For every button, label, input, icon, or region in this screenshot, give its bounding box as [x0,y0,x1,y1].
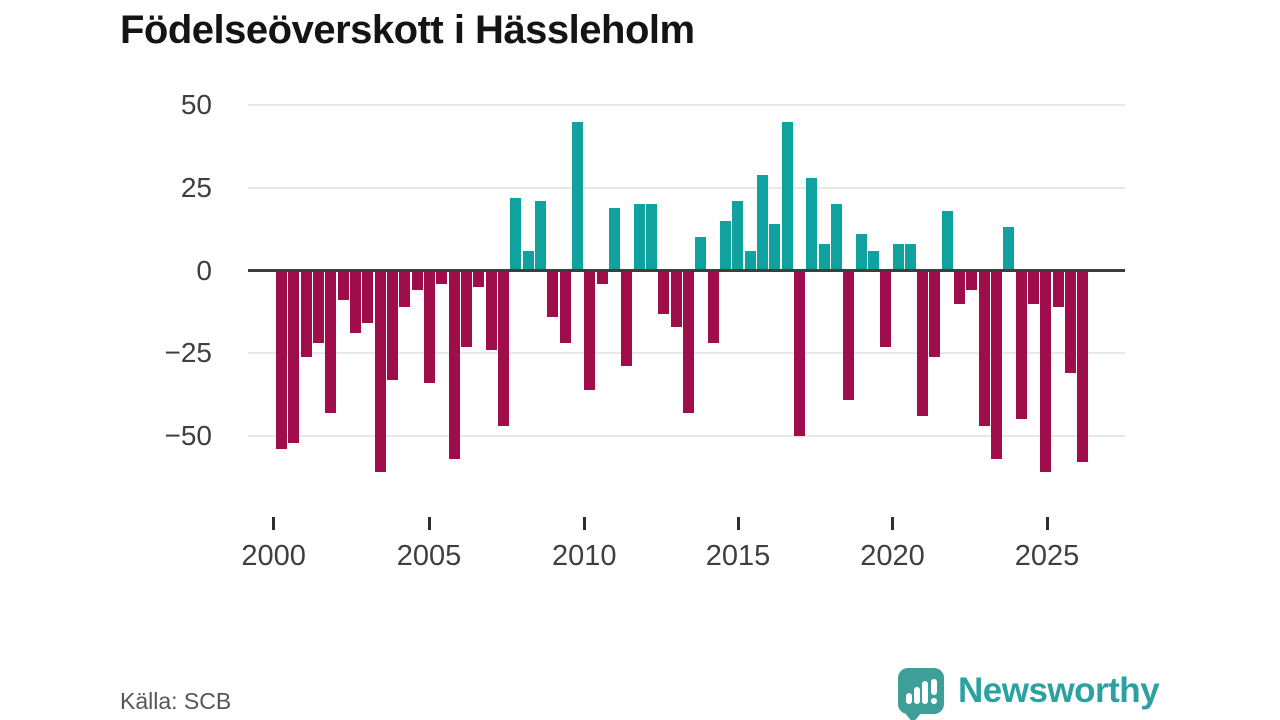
y-axis-tick-label: −25 [164,337,213,369]
bar [399,270,411,307]
bar [349,270,361,334]
bar [300,270,312,357]
bar [596,270,608,284]
bar [756,174,768,271]
brand-wordmark: Newsworthy [958,671,1160,710]
x-axis-tick-mark [1045,517,1049,530]
bar [522,250,534,271]
bar [621,270,633,367]
x-axis-tick-label: 2015 [705,540,771,572]
y-axis-tick-label: −50 [164,420,213,451]
bar [793,270,805,436]
bar [1065,270,1077,374]
x-axis-tick-mark [427,517,431,530]
bar [423,270,435,384]
x-axis-tick-mark [736,517,740,530]
bar [448,270,460,460]
x-axis-tick-label: 2020 [860,540,925,572]
bar [682,270,694,413]
bar [374,270,386,473]
bar [658,270,670,314]
bar [436,270,448,284]
bar [867,250,879,271]
bar [954,270,966,304]
bar [1077,270,1089,463]
zero-axis-line [248,269,1125,272]
bar [1015,270,1027,420]
bar [880,270,892,347]
bar [855,234,867,271]
bar [1028,270,1040,304]
y-axis-tick-label: 0 [196,254,212,286]
bar [547,270,559,317]
bar [633,204,645,271]
bar [497,270,509,427]
gridline [248,186,1125,189]
bar [941,210,953,271]
bar [892,244,904,271]
bar [460,270,472,347]
bar [670,270,682,327]
bar [312,270,324,344]
bar [830,204,842,271]
bar [1040,270,1052,473]
bar [325,270,337,413]
bar [571,121,583,271]
bar [645,204,657,271]
bar [276,270,287,450]
x-axis-tick-label: 2025 [1014,540,1080,572]
y-axis-tick-label: 25 [180,171,212,203]
bar [818,244,830,271]
x-axis-tick-mark [891,517,894,530]
bar [386,270,398,380]
bar [843,270,855,400]
bar [904,244,916,271]
bar [559,270,571,344]
bar [966,270,978,291]
x-axis-tick-mark [582,517,586,530]
bar [917,270,929,417]
bar [769,224,781,271]
bar [485,270,497,350]
gridline [248,104,1125,106]
gridline [248,435,1125,437]
bar [584,270,596,390]
bar [991,270,1003,460]
bar [411,270,423,291]
bar [806,177,818,271]
bar [510,197,522,271]
bar [732,200,744,271]
bar [719,220,731,271]
bar [337,270,349,301]
bar [534,200,546,271]
bar [695,237,707,271]
bar [707,270,719,344]
bar [1052,270,1064,307]
x-axis-tick-mark [272,517,276,530]
x-axis-tick-label: 2005 [396,540,462,572]
bar [781,121,793,271]
bar [362,270,374,324]
bar [929,270,941,357]
x-axis-tick-label: 2000 [241,540,306,572]
bar [288,270,300,443]
bar [744,250,756,271]
bar [608,207,620,271]
bar-chart-speech-bubble-icon [898,668,944,720]
chart-title: Födelseöverskott i Hässleholm [120,8,695,52]
x-axis-tick-label: 2010 [552,540,617,572]
source-attribution: Källa: SCB [120,688,232,714]
brand-logo: Newsworthy [898,666,1160,720]
bar [473,270,485,288]
bar [1003,227,1015,271]
y-axis-tick-label: 50 [180,89,212,120]
bar [978,270,990,427]
